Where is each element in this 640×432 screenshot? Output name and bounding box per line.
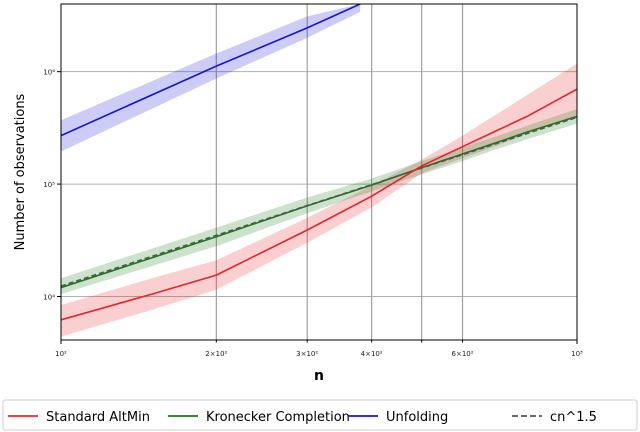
y-tick-label: 10⁴ [43,293,55,301]
series-lines [61,4,577,321]
x-axis-label: n [314,368,324,384]
legend: Standard AltMin Kronecker Completion Unfol… [2,399,638,431]
standard-altmin-band [61,63,577,337]
legend-box [2,399,638,431]
legend-item-label: Kronecker Completion [206,410,350,425]
x-tick-label: 4×10² [361,350,383,358]
x-tick-label: 3×10² [296,350,318,358]
legend-item-label: Standard AltMin [46,410,150,425]
axis-ticks: 10⁴ 10⁵ 10⁶ 10² 2×10² 3×10² 4×10² 6×10² 10³ [43,69,583,358]
legend-item-label: Unfolding [386,410,448,425]
unfolding-line [61,4,361,137]
cn-1-5-line [61,116,577,287]
y-tick-label: 10⁶ [43,69,55,77]
plot-frame [60,3,578,341]
x-tick-label: 10² [55,350,67,358]
x-tick-label: 6×10² [452,350,474,358]
kronecker-completion-line [61,115,577,289]
legend-item-label: cn^1.5 [550,410,597,425]
confidence-bands [61,4,577,337]
y-axis-label: Number of observations [13,93,28,250]
standard-altmin-line [61,88,577,321]
x-tick-label: 2×10² [205,350,227,358]
unfolding-band [61,4,361,152]
grid-layer [61,4,577,340]
x-tick-label: 10³ [571,350,583,358]
y-tick-label: 10⁵ [43,181,55,189]
